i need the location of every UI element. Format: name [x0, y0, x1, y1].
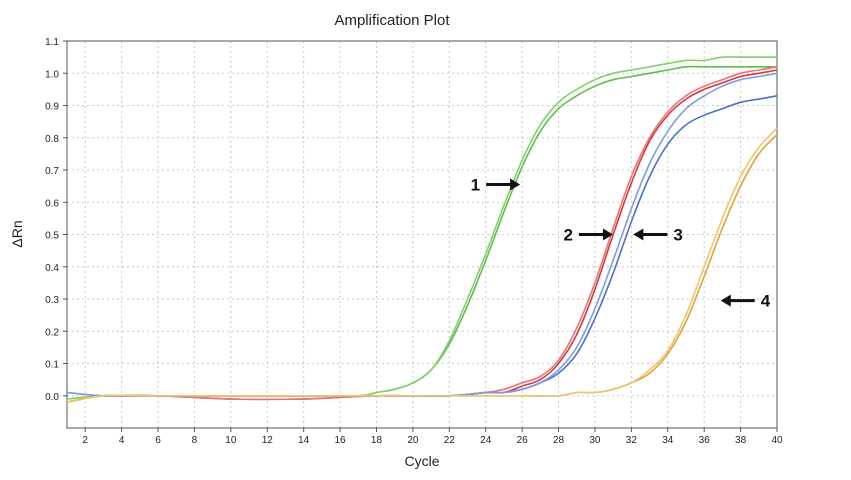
annotation-4: 4 — [720, 292, 771, 311]
series-lines — [66, 56, 778, 403]
x-tick-label: 38 — [735, 435, 747, 446]
y-tick-label: 0.3 — [45, 295, 59, 306]
x-tick-label: 30 — [589, 435, 601, 446]
series-line-7 — [66, 133, 778, 403]
y-tick-label: 0.4 — [45, 263, 59, 274]
x-tick-label: 4 — [119, 435, 125, 446]
x-tick-label: 28 — [553, 435, 565, 446]
y-tick-label: 0.6 — [45, 198, 59, 209]
annotation-label: 2 — [564, 226, 573, 245]
annotation-2: 2 — [564, 226, 613, 245]
x-tick-label: 40 — [771, 435, 783, 446]
annotation-arrow-head — [633, 228, 644, 241]
x-tick-label: 22 — [444, 435, 456, 446]
y-tick-label: 1.0 — [45, 69, 59, 80]
x-axis-label: Cycle — [404, 453, 439, 469]
annotations: 1 2 3 4 — [471, 176, 771, 311]
x-tick-label: 6 — [155, 435, 161, 446]
annotation-arrow-head — [602, 228, 613, 241]
y-axis-label: ΔRn — [9, 220, 25, 247]
series-line-3 — [66, 69, 778, 403]
x-tick-label: 32 — [626, 435, 638, 446]
x-tick-label: 36 — [699, 435, 711, 446]
x-tick-label: 2 — [82, 435, 88, 446]
y-tick-label: 0.1 — [45, 360, 59, 371]
y-tick-label: 1.1 — [45, 37, 59, 48]
y-axis-ticks: 0.0 0.1 0.2 0.3 0.4 0.5 0.6 0.7 0.8 0.9 1.0 1.1 — [45, 37, 67, 403]
x-tick-label: 24 — [480, 435, 492, 446]
annotation-label: 1 — [471, 176, 480, 195]
x-tick-label: 26 — [517, 435, 529, 446]
x-tick-label: 18 — [371, 435, 383, 446]
y-tick-label: 0.2 — [45, 327, 59, 338]
annotation-label: 3 — [673, 226, 682, 245]
grid — [67, 40, 778, 428]
series-line-8 — [66, 127, 778, 403]
annotation-arrow-head — [510, 178, 521, 191]
chart-title: Amplification Plot — [334, 12, 450, 29]
y-tick-label: 0.5 — [45, 231, 59, 242]
y-tick-label: 0.8 — [45, 134, 59, 145]
x-tick-label: 10 — [225, 435, 237, 446]
y-tick-label: 0.9 — [45, 102, 59, 113]
x-tick-label: 20 — [407, 435, 419, 446]
x-tick-label: 12 — [262, 435, 274, 446]
x-tick-label: 16 — [335, 435, 347, 446]
annotation-3: 3 — [633, 226, 683, 245]
annotation-1: 1 — [471, 176, 521, 195]
x-tick-label: 14 — [298, 435, 310, 446]
x-axis-ticks: 2 4 6 8 10 12 14 16 18 20 22 24 26 28 30 32 34 36 38 40 — [82, 428, 783, 446]
y-tick-label: 0.7 — [45, 166, 59, 177]
annotation-arrow-head — [720, 294, 731, 307]
annotation-label: 4 — [761, 292, 771, 311]
y-tick-label: 0.0 — [45, 392, 59, 403]
series-line-4 — [66, 66, 778, 403]
x-tick-label: 34 — [662, 435, 674, 446]
x-tick-label: 8 — [192, 435, 198, 446]
